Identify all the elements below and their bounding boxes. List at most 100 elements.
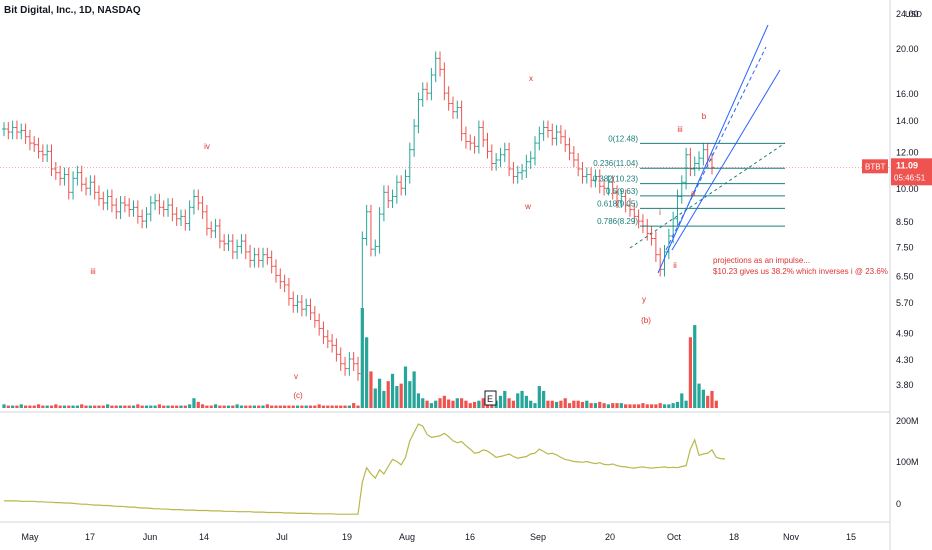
trend-projection-line [629,142,786,249]
volume-bar [649,404,654,408]
annotation-line-1: projections as an impulse... [713,256,810,265]
volume-bar [347,405,351,408]
volume-bar [658,403,662,408]
fib-level-label: 0(12.48) [608,134,638,143]
volume-bar [270,405,274,408]
time-tick-label: 15 [846,532,856,542]
volume-bar [516,393,520,408]
volume-bar [6,405,10,408]
price-tick-label: 20.00 [896,44,919,54]
time-tick-label: Jul [276,532,288,542]
volume-bar [425,400,429,408]
volume-bar [62,405,67,408]
volume-bar [628,404,632,408]
volume-bar [706,395,710,408]
earnings-marker-label: E [487,394,493,404]
volume-bar [451,400,455,408]
volume-bar [688,337,693,408]
volume-bar [313,405,317,408]
volume-bar [533,403,537,408]
wave-label: b [702,112,707,121]
volume-bar [291,405,295,408]
volume-bar [714,400,718,408]
volume-bar [23,405,28,408]
volume-bar [684,400,688,408]
volume-bar [257,405,261,408]
obv-line [4,423,726,515]
volume-bar [667,404,671,408]
volume-bar [317,404,321,408]
price-tick-label: 8.50 [896,217,914,227]
volume-bar [84,405,88,408]
volume-bar [326,405,330,408]
wave-label: w [524,202,531,211]
volume-bar [615,403,619,408]
volume-bar [559,400,563,408]
fib-level-label: 0.382(10.23) [593,175,639,184]
volume-bar [585,400,589,408]
volume-bar [429,403,433,408]
volume-bar [671,403,675,408]
volume-bar [352,403,356,408]
volume-bar [637,404,641,408]
volume-bar [123,405,127,408]
volume-bar [196,401,200,408]
volume-bar [114,405,118,408]
channel-mid-line [665,46,767,251]
price-tick-label: 10.00 [896,184,919,194]
volume-bar [248,405,252,408]
volume-bar [205,405,209,408]
volume-bar [321,405,326,408]
volume-bar [481,398,485,408]
symbol-badge-text: BTBT [865,162,886,171]
volume-bar [274,405,278,408]
volume-bar [131,405,136,408]
volume-bar [589,403,593,408]
volume-bar [41,405,45,408]
price-badge-countdown: 05:46:51 [894,173,926,182]
volume-bar [287,405,291,408]
volume-bar [382,390,386,408]
annotation-line-2: $10.23 gives us 38.2% which inverses i @… [713,267,888,276]
volume-bar [149,405,153,408]
time-tick-label: 19 [342,532,352,542]
price-badge-value: 11.09 [896,160,918,170]
volume-bar [339,405,343,408]
volume-bar [244,405,248,408]
time-tick-label: 18 [729,532,739,542]
time-tick-label: Oct [667,532,682,542]
volume-bar [507,398,511,408]
volume-bar [477,400,481,408]
price-tick-label: 5.70 [896,298,914,308]
volume-bar [28,405,32,408]
fib-level-label: 0.5(9.63) [606,187,638,196]
price-badge [891,158,932,186]
volume-bar [226,405,231,408]
volume-bar [183,405,187,408]
volume-bar [106,404,110,408]
volume-bar [140,405,144,408]
volume-bar [434,400,438,408]
time-tick-label: 14 [199,532,209,542]
time-tick-label: 16 [465,532,475,542]
volume-bar [304,405,308,408]
volume-bar [97,405,101,408]
volume-bar [390,373,395,408]
volume-bar [19,404,23,408]
volume-bar [399,383,403,408]
price-tick-label: 7.50 [896,242,914,252]
volume-bar [283,405,287,408]
obv-tick-label: 0 [896,499,901,509]
volume-bar [188,404,192,408]
volume-bar [300,405,304,408]
volume-bar [701,389,705,408]
volume-bar [11,405,15,408]
volume-bar [438,398,442,408]
volume-bar [403,366,408,408]
volume-bar [231,405,235,408]
volume-bar [136,404,140,408]
symbol-badge [862,159,888,174]
fib-level-label: 0.786(8.29) [597,217,638,226]
volume-bar [127,405,131,408]
